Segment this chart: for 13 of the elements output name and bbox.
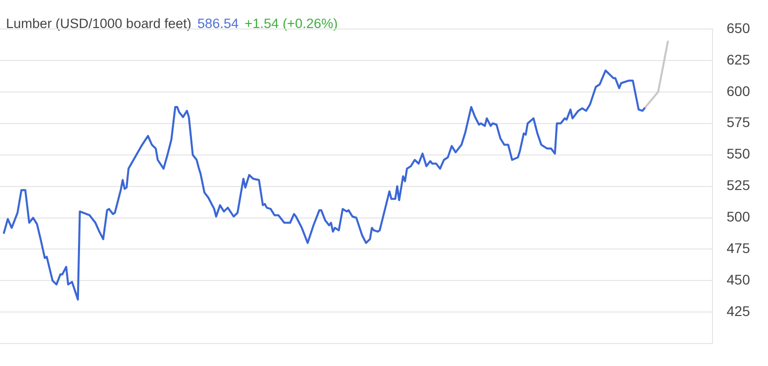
annotation: 586.54 (197, 16, 239, 31)
y-tick-label: 475 (726, 240, 750, 256)
y-tick-label: 525 (726, 177, 750, 194)
y-tick-label: 575 (726, 114, 750, 130)
y-tick-label: 450 (726, 272, 750, 288)
y-tick-label: 500 (726, 208, 750, 225)
chart-title: Lumber (USD/1000 board feet) (6, 16, 192, 31)
y-tick-label: 600 (726, 82, 750, 99)
annotation: +1.54 (+0.26%) (244, 16, 338, 31)
y-tick-label: 625 (726, 51, 750, 68)
y-tick-label: 550 (726, 146, 750, 162)
y-tick-label: 650 (726, 20, 750, 36)
y-tick-label: 425 (726, 303, 750, 319)
